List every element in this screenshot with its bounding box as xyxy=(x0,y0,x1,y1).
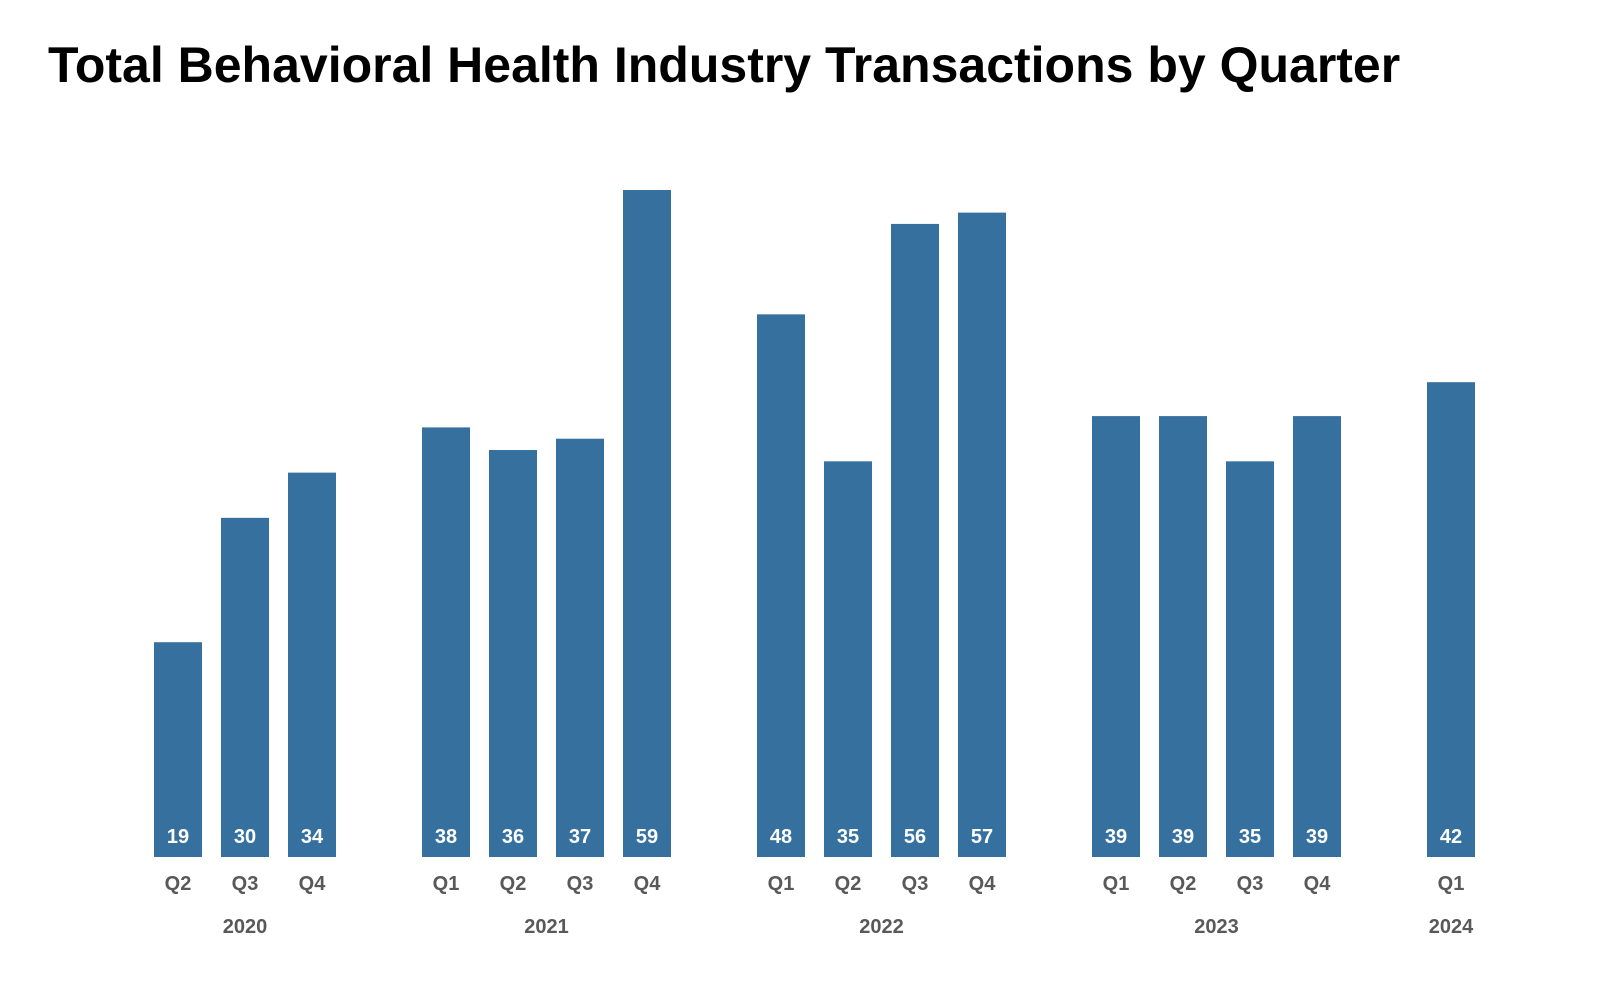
quarter-tick-label: Q3 xyxy=(567,873,594,895)
quarter-tick-label: Q2 xyxy=(835,873,862,895)
bar-2021-q4 xyxy=(623,190,671,857)
bar-2021-q2 xyxy=(489,450,537,857)
quarter-tick-label: Q1 xyxy=(1438,873,1465,895)
chart-title: Total Behavioral Health Industry Transac… xyxy=(48,37,1401,93)
bar-value-label: 59 xyxy=(636,826,658,848)
year-group-label: 2023 xyxy=(1194,916,1239,938)
quarter-tick-label: Q3 xyxy=(902,873,929,895)
bar-2021-q3 xyxy=(556,438,604,857)
bar-value-label: 34 xyxy=(301,826,324,848)
bar-2023-q3 xyxy=(1226,461,1274,857)
bar-2020-q3 xyxy=(221,517,269,857)
bars-layer xyxy=(154,190,1475,857)
quarter-tick-label: Q4 xyxy=(969,873,997,895)
bar-value-label: 35 xyxy=(837,826,859,848)
quarter-tick-label: Q3 xyxy=(232,873,259,895)
bar-value-label: 42 xyxy=(1440,826,1462,848)
bar-value-label: 19 xyxy=(167,826,189,848)
bar-value-label: 56 xyxy=(904,826,926,848)
quarter-tick-label: Q4 xyxy=(1304,873,1332,895)
quarter-tick-label: Q2 xyxy=(1170,873,1197,895)
bar-value-label: 39 xyxy=(1172,826,1194,848)
bar-value-label: 37 xyxy=(569,826,591,848)
bar-value-label: 36 xyxy=(502,826,524,848)
quarter-labels-layer: Q2 Q3 Q4 Q1 Q2 Q3 Q4 Q1 Q2 Q3 Q4 Q1 Q2 Q3 Q4 Q1 xyxy=(165,873,1465,895)
bar-value-label: 48 xyxy=(770,826,792,848)
bar-2022-q4 xyxy=(958,212,1006,857)
bar-value-label: 39 xyxy=(1105,826,1127,848)
bar-2022-q2 xyxy=(824,461,872,857)
bar-2021-q1 xyxy=(422,427,470,857)
bar-2022-q3 xyxy=(891,223,939,857)
bar-2022-q1 xyxy=(757,314,805,857)
year-group-label: 2021 xyxy=(524,916,569,938)
bar-value-label: 38 xyxy=(435,826,457,848)
bar-2024-q1 xyxy=(1427,382,1475,857)
quarter-tick-label: Q4 xyxy=(299,873,327,895)
bar-value-label: 30 xyxy=(234,826,256,848)
quarter-tick-label: Q1 xyxy=(768,873,795,895)
year-group-label: 2022 xyxy=(859,916,904,938)
quarter-tick-label: Q1 xyxy=(433,873,460,895)
bar-value-label: 39 xyxy=(1306,826,1328,848)
year-group-label: 2024 xyxy=(1429,916,1474,938)
bar-value-label: 57 xyxy=(971,826,993,848)
quarter-tick-label: Q1 xyxy=(1103,873,1130,895)
bar-2023-q2 xyxy=(1159,416,1207,857)
bar-2020-q2 xyxy=(154,642,202,857)
quarter-tick-label: Q4 xyxy=(634,873,662,895)
quarter-tick-label: Q3 xyxy=(1237,873,1264,895)
quarter-tick-label: Q2 xyxy=(165,873,192,895)
bar-2023-q1 xyxy=(1092,416,1140,857)
quarter-tick-label: Q2 xyxy=(500,873,527,895)
year-group-label: 2020 xyxy=(223,916,268,938)
year-labels-layer: 2020 2021 2022 2023 2024 xyxy=(223,916,1474,938)
bar-value-label: 35 xyxy=(1239,826,1261,848)
bar-2020-q4 xyxy=(288,472,336,857)
value-labels-layer: 19 30 34 38 36 37 59 48 35 56 57 39 39 35 39 42 xyxy=(167,826,1462,848)
bar-2023-q4 xyxy=(1293,416,1341,857)
